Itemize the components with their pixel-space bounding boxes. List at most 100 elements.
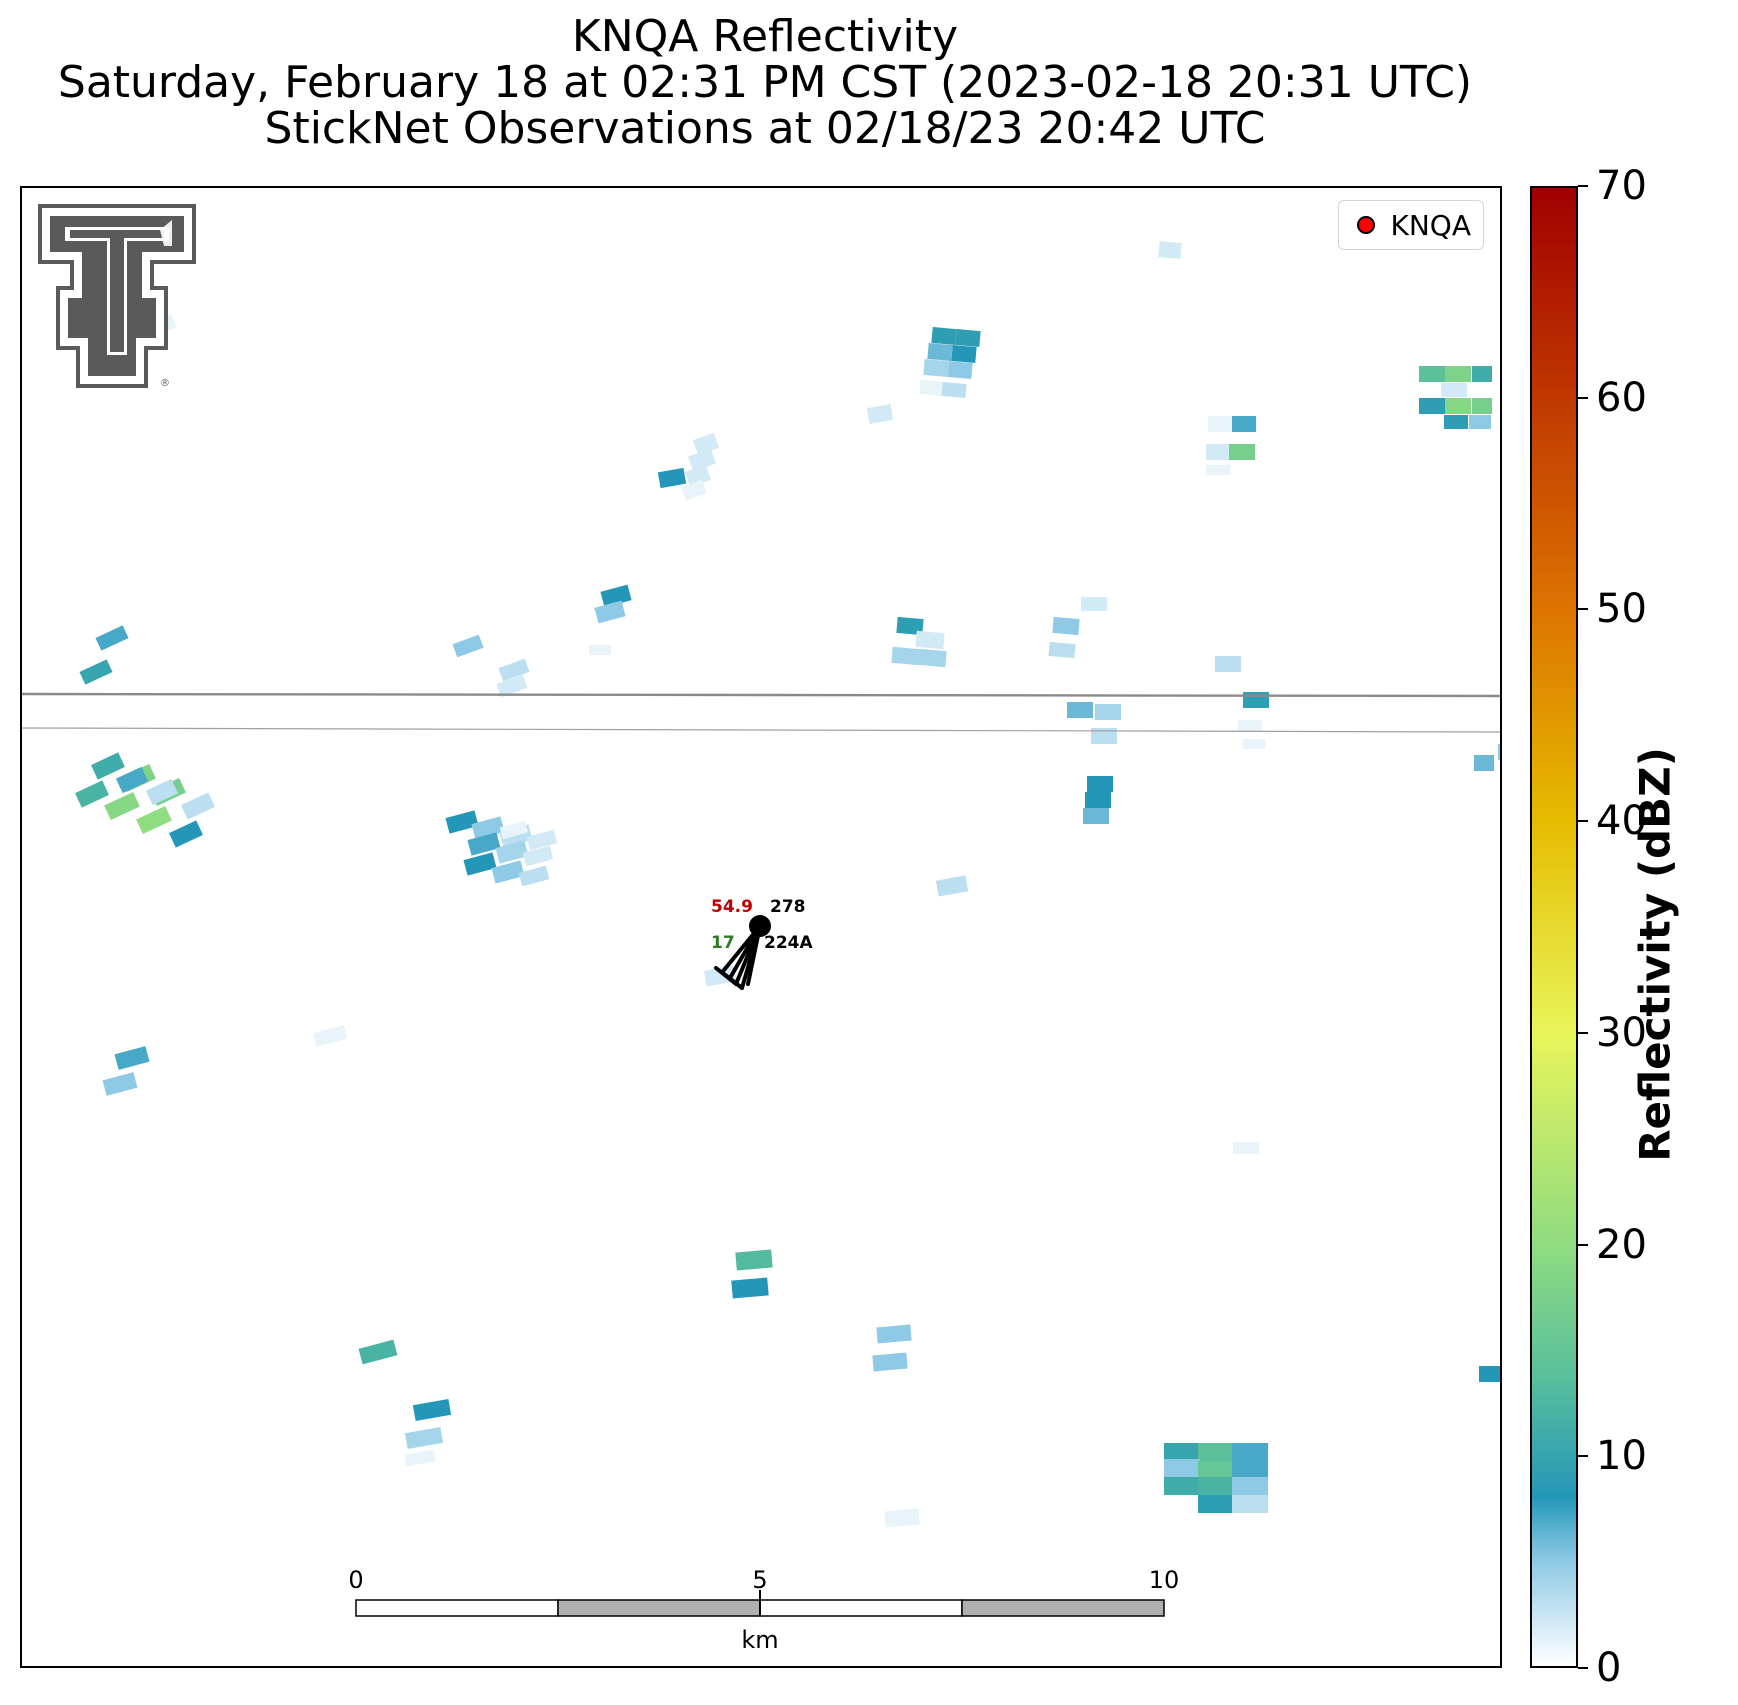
scale-unit: km	[741, 1626, 778, 1654]
reflectivity-gate	[1198, 1461, 1234, 1479]
reflectivity-gate	[919, 379, 945, 397]
reflectivity-gate	[927, 342, 953, 362]
reflectivity-gate	[951, 344, 977, 364]
reflectivity-gate	[681, 479, 707, 501]
reflectivity-gate	[891, 646, 921, 666]
texas-tech-double-t-logo: ®	[38, 204, 196, 389]
reflectivity-gate	[594, 600, 626, 624]
reflectivity-gate	[1198, 1477, 1234, 1495]
boundary-line-upper	[22, 692, 1500, 698]
reflectivity-gate	[876, 1324, 912, 1344]
scale-bar-segment	[557, 1599, 761, 1617]
reflectivity-gate	[518, 865, 550, 887]
colorbar-tick-label: 40	[1596, 798, 1647, 845]
reflectivity-gate	[404, 1449, 436, 1467]
reflectivity-gate	[145, 778, 179, 806]
colorbar-tick-label: 20	[1596, 1221, 1647, 1268]
colorbar-tick	[1578, 1031, 1588, 1034]
reflectivity-gate	[1419, 366, 1445, 382]
reflectivity-gate	[1441, 383, 1467, 397]
colorbar-tick-label: 30	[1596, 1009, 1647, 1056]
reflectivity-gate	[1474, 755, 1494, 771]
reflectivity-gate	[1498, 744, 1500, 760]
reflectivity-gate	[499, 820, 529, 840]
reflectivity-gate	[114, 1046, 150, 1070]
boundary-line-lower	[22, 727, 1500, 733]
reflectivity-gate	[1091, 728, 1117, 744]
scale-tick-5: 5	[752, 1566, 767, 1594]
reflectivity-gate	[1158, 241, 1182, 259]
reflectivity-gate	[1164, 1459, 1200, 1477]
reflectivity-gate	[1081, 597, 1107, 611]
reflectivity-gate	[495, 840, 529, 864]
reflectivity-gate	[1233, 1142, 1259, 1154]
reflectivity-gate	[1232, 1495, 1268, 1513]
reflectivity-gate	[1067, 702, 1093, 718]
reflectivity-gate	[91, 752, 125, 780]
reflectivity-gate	[79, 659, 113, 685]
reflectivity-gate	[181, 792, 215, 820]
reflectivity-gate	[1469, 415, 1491, 429]
station-temperature: 54.9	[711, 897, 753, 917]
reflectivity-gate	[1445, 398, 1471, 414]
reflectivity-gate	[1472, 398, 1492, 414]
colorbar-tick	[1578, 608, 1588, 611]
reflectivity-gate	[1087, 776, 1113, 792]
colorbar-tick-label: 0	[1596, 1645, 1622, 1691]
reflectivity-gate	[1095, 704, 1121, 720]
reflectivity-gate	[955, 328, 981, 348]
station-wind-direction: 278	[770, 897, 806, 917]
reflectivity-gate	[1206, 465, 1230, 475]
reflectivity-gate	[589, 645, 611, 655]
colorbar-gradient	[1530, 186, 1578, 1668]
reflectivity-gate	[884, 1508, 920, 1528]
reflectivity-gate	[496, 674, 528, 698]
colorbar-tick-label: 60	[1596, 374, 1647, 421]
reflectivity-gate	[452, 634, 484, 658]
reflectivity-gate	[412, 1398, 452, 1422]
station-model-224A[interactable]: 54.9 278 17 224A	[711, 897, 813, 990]
reflectivity-gate	[463, 852, 497, 876]
reflectivity-gate	[1444, 415, 1468, 429]
reflectivity-gate	[1232, 416, 1256, 432]
legend-label: KNQA	[1390, 208, 1472, 242]
reflectivity-gate	[1085, 792, 1111, 808]
reflectivity-gate	[136, 805, 172, 835]
station-dewpoint: 17	[711, 933, 735, 953]
reflectivity-gate	[526, 829, 558, 851]
station-id: 224A	[764, 933, 813, 953]
chart-title: KNQA Reflectivity	[571, 11, 959, 62]
reflectivity-gate	[866, 404, 894, 424]
reflectivity-gate	[358, 1339, 398, 1365]
reflectivity-gate	[1164, 1477, 1200, 1495]
reflectivity-gate	[95, 625, 129, 651]
reflectivity-gate	[687, 448, 717, 472]
reflectivity-echoes	[75, 241, 1500, 1528]
reflectivity-gate	[1238, 720, 1262, 732]
reflectivity-gate	[1083, 808, 1109, 824]
reflectivity-gate	[1229, 444, 1255, 460]
reflectivity-gate	[947, 360, 973, 380]
scale-bar-segment	[961, 1599, 1165, 1617]
reflectivity-gate	[312, 1025, 348, 1047]
station-circle-icon	[749, 915, 771, 937]
reflectivity-gate	[1479, 1366, 1500, 1382]
chart-subtitle-observations: StickNet Observations at 02/18/23 20:42 …	[264, 103, 1266, 154]
reflectivity-gate	[115, 766, 149, 794]
colorbar-tick	[1578, 820, 1588, 823]
reflectivity-gate	[1232, 1461, 1268, 1479]
reflectivity-gate	[917, 648, 947, 668]
reflectivity-gate	[923, 358, 949, 378]
reflectivity-gate	[1215, 656, 1241, 672]
reflectivity-gate	[75, 780, 109, 808]
reflectivity-gate	[1208, 416, 1232, 432]
reflectivity-gate	[1243, 739, 1265, 749]
reflectivity-gate	[684, 464, 712, 488]
radar-map[interactable]: ® 0 5 10 km 54.9	[20, 186, 1502, 1668]
reflectivity-gate	[1052, 616, 1080, 636]
reflectivity-gate	[1232, 1477, 1268, 1495]
reflectivity-gate	[169, 820, 203, 848]
colorbar-tick-label: 50	[1596, 586, 1647, 633]
scale-tick-10: 10	[1149, 1566, 1180, 1594]
colorbar: 0 10 20 30 40 50 60 70	[1530, 166, 1647, 1688]
